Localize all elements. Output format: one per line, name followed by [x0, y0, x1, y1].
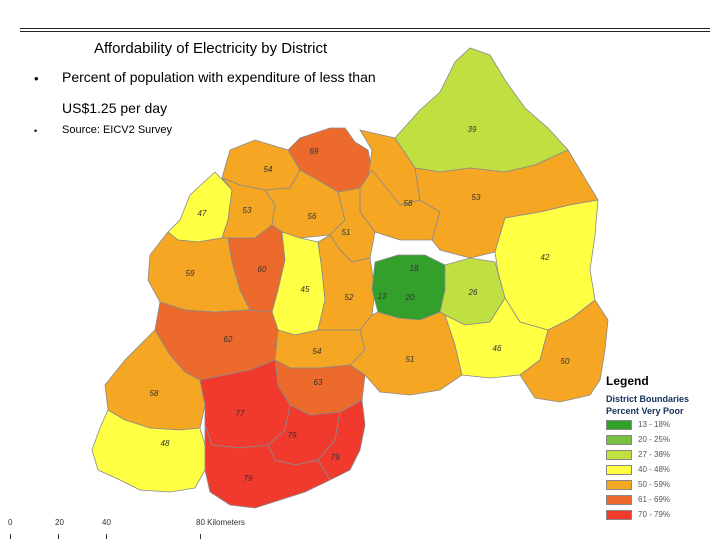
legend-subtitle: District Boundaries [606, 394, 690, 404]
top-rule-second [20, 31, 710, 32]
legend-items: 13 - 18% 20 - 25% 27 - 38% 40 - 48% 50 - 59%… [606, 418, 716, 521]
label-48: 48 [161, 439, 170, 448]
slide-title: Affordability of Electricity by District [94, 40, 328, 57]
label-13: 13 [378, 292, 387, 301]
district-north-east [394, 47, 569, 173]
legend-item: 70 - 79% [606, 508, 716, 521]
label-59: 59 [186, 269, 195, 278]
legend-item: 40 - 48% [606, 463, 716, 476]
legend-subtitle-2: Percent Very Poor [606, 406, 684, 416]
legend-label: 40 - 48% [638, 465, 671, 474]
label-54: 54 [264, 165, 273, 174]
label-62: 62 [224, 335, 233, 344]
scale-tick [58, 534, 59, 539]
legend-label: 13 - 18% [638, 420, 671, 429]
legend-label: 27 - 38% [638, 450, 671, 459]
legend-title: Legend [606, 374, 649, 388]
legend-item: 50 - 59% [606, 478, 716, 491]
legend-swatch [606, 419, 632, 430]
district-kigali-18 [371, 254, 446, 321]
label-69: 69 [310, 147, 319, 156]
label-50: 50 [561, 357, 570, 366]
top-rule [20, 28, 710, 29]
legend-label: 70 - 79% [638, 510, 671, 519]
label-46: 46 [493, 344, 502, 353]
label-58: 58 [404, 199, 413, 208]
label-45: 45 [301, 285, 310, 294]
label-54-south: 54 [313, 347, 322, 356]
source-note: Source: EICV2 Survey [62, 124, 173, 136]
label-56: 56 [308, 212, 317, 221]
legend-label: 50 - 59% [638, 480, 671, 489]
legend-item: 13 - 18% [606, 418, 716, 431]
label-60: 60 [258, 265, 267, 274]
scale-bar: 0 20 40 80 Kilometers [0, 512, 400, 540]
legend-swatch [606, 509, 632, 520]
legend-swatch [606, 449, 632, 460]
label-79-a: 79 [288, 431, 297, 440]
label-79-b: 79 [331, 453, 340, 462]
legend-label: 61 - 69% [638, 495, 671, 504]
label-53-east: 53 [472, 193, 481, 202]
label-51-south: 51 [406, 355, 415, 364]
scale-label-0: 0 [8, 518, 13, 527]
label-51: 51 [342, 228, 351, 237]
label-53-central: 53 [243, 206, 252, 215]
legend-swatch [606, 479, 632, 490]
label-20: 20 [405, 293, 415, 302]
district-50 [519, 299, 609, 403]
bullet-text-line-2: US$1.25 per day [62, 100, 168, 116]
label-47: 47 [198, 209, 207, 218]
label-79-c: 79 [244, 474, 253, 483]
label-77: 77 [236, 409, 245, 418]
legend-item: 27 - 38% [606, 448, 716, 461]
label-58-sw: 58 [150, 389, 159, 398]
scale-tick [10, 534, 11, 539]
label-18: 18 [410, 264, 419, 273]
district-west-47 [167, 171, 233, 243]
scale-tick [200, 534, 201, 539]
bullet-marker: • [34, 71, 39, 86]
district-48 [91, 409, 206, 493]
scale-tick [106, 534, 107, 539]
legend-swatch [606, 494, 632, 505]
bullet-text-line-1: Percent of population with expenditure o… [62, 69, 376, 85]
legend-swatch [606, 434, 632, 445]
bullet-marker-2: • [34, 126, 38, 136]
map-legend: Legend District Boundaries Percent Very … [606, 374, 716, 521]
district-79-c [204, 424, 331, 509]
district-79-b [317, 399, 366, 481]
legend-label: 20 - 25% [638, 435, 671, 444]
label-42: 42 [541, 253, 550, 262]
legend-item: 61 - 69% [606, 493, 716, 506]
legend-swatch [606, 464, 632, 475]
label-39: 39 [468, 125, 477, 134]
legend-item: 20 - 25% [606, 433, 716, 446]
label-63: 63 [314, 378, 323, 387]
scale-label-40: 40 [102, 518, 111, 527]
scale-label-20: 20 [55, 518, 64, 527]
label-52: 52 [345, 293, 354, 302]
label-26: 26 [468, 288, 478, 297]
scale-label-80: 80 Kilometers [196, 518, 245, 527]
district-51-south-east [349, 311, 463, 396]
